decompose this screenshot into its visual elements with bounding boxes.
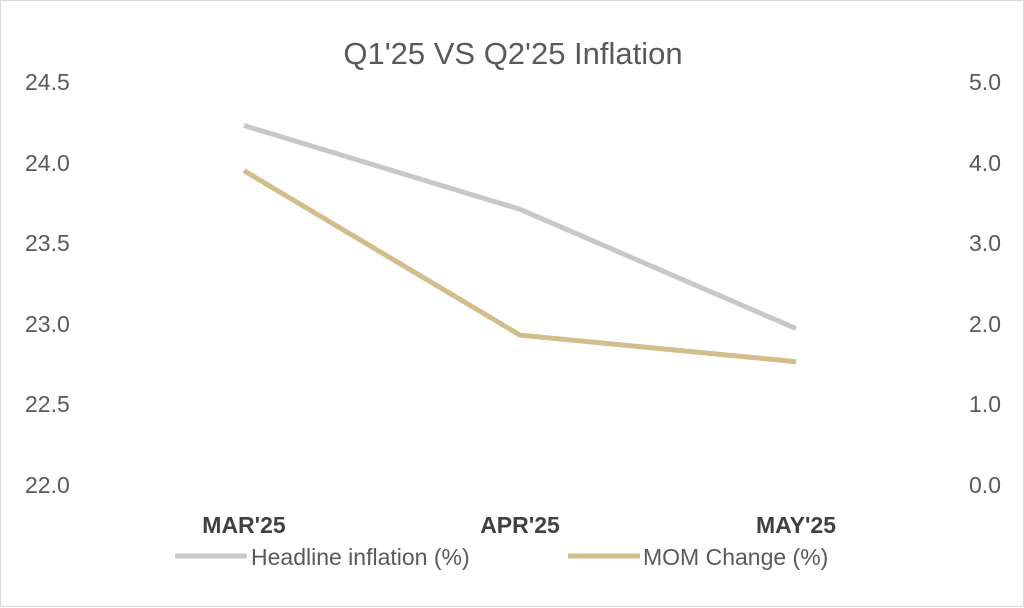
chart-title: Q1'25 VS Q2'25 Inflation xyxy=(343,36,682,71)
left-tick-label: 24.0 xyxy=(25,150,70,176)
series-line-0 xyxy=(244,126,796,329)
legend: Headline inflation (%) MOM Change (%) xyxy=(175,544,828,570)
left-axis-ticks: 24.5 24.0 23.5 23.0 22.5 22.0 xyxy=(25,69,70,498)
right-tick-label: 1.0 xyxy=(969,391,1001,417)
left-tick-label: 23.0 xyxy=(25,311,70,337)
left-tick-label: 23.5 xyxy=(25,230,70,256)
legend-label-headline: Headline inflation (%) xyxy=(251,544,470,570)
category-label: APR'25 xyxy=(480,512,560,538)
left-tick-label: 22.5 xyxy=(25,391,70,417)
right-tick-label: 5.0 xyxy=(969,69,1001,95)
category-label: MAR'25 xyxy=(202,512,286,538)
left-tick-label: 24.5 xyxy=(25,69,70,95)
series-layer xyxy=(244,125,796,361)
category-label: MAY'25 xyxy=(756,512,836,538)
legend-label-mom: MOM Change (%) xyxy=(643,544,828,570)
right-tick-label: 0.0 xyxy=(969,472,1001,498)
right-axis-ticks: 5.0 4.0 3.0 2.0 1.0 0.0 xyxy=(969,69,1001,498)
category-labels: MAR'25 APR'25 MAY'25 xyxy=(202,512,836,538)
right-tick-label: 2.0 xyxy=(969,311,1001,337)
right-tick-label: 4.0 xyxy=(969,150,1001,176)
series-line-1 xyxy=(244,171,796,362)
left-tick-label: 22.0 xyxy=(25,472,70,498)
right-tick-label: 3.0 xyxy=(969,230,1001,256)
